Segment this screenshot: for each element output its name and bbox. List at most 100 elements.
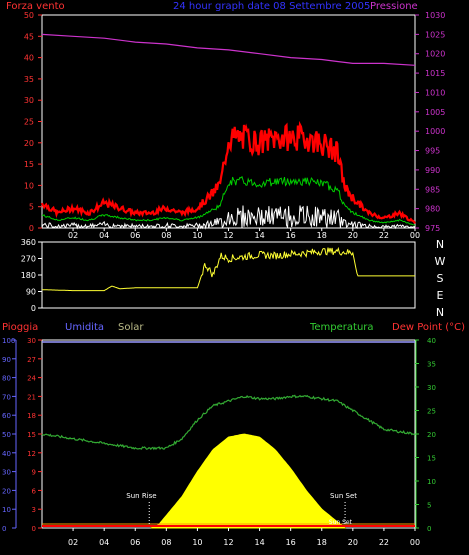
pressure-ytick-label: 1000 [425,127,445,136]
pressure-ytick-label: 1015 [425,69,445,78]
wind-pressure-panel: 0510152025303540455097598098599099510001… [24,11,446,233]
x-tick-label: 22 [379,538,389,547]
compass-label: N [436,238,444,251]
wind-ytick-label: 0 [29,224,34,233]
humidity-ytick-label: 60 [2,412,11,420]
legend-temperature: Temperatura [309,322,374,333]
x-tick-label: 12 [223,231,233,240]
temperature-ytick-label: 25 [427,408,436,416]
humidity-ytick-label: 90 [2,356,11,364]
humidity-ytick-label: 50 [2,431,11,439]
x-tick-label: 08 [161,538,171,547]
wind-ytick-label: 40 [24,54,34,63]
wind-ytick-label: 15 [24,160,34,169]
wind-ytick-label: 25 [24,118,34,127]
x-tick-label: 02 [68,231,78,240]
humidity-ytick-label: 0 [2,525,6,533]
temperature-ytick-label: 5 [427,502,431,510]
wind-direction-line [42,246,415,292]
humidity-ytick-label: 80 [2,375,11,383]
temperature-ytick-label: 40 [427,337,436,345]
x-tick-label: 14 [254,231,264,240]
humidity-ytick-label: 20 [2,487,11,495]
solar-ytick-label: 9 [32,469,36,477]
x-axis-labels: 02 04 06 08 10 12 14 16 18 20 22 00 02 04 06 08 10 12 14 16… [68,228,420,547]
humidity-ytick-label: 100 [2,337,15,345]
direction-panel-frame [41,241,416,309]
solar-ytick-label: 24 [27,375,36,383]
wind-ytick-label: 5 [29,203,34,212]
wind-ytick-label: 50 [24,11,34,20]
x-tick-label: 08 [161,231,171,240]
wind-average-line [41,175,416,226]
wind-panel-frame [41,14,416,229]
pressure-ytick-label: 985 [425,185,440,194]
pressure-ytick-label: 995 [425,147,440,156]
temperature-ytick-label: 30 [427,384,436,392]
x-tick-label: 16 [286,231,296,240]
x-tick-label: 14 [254,538,264,547]
temperature-ytick-label: 0 [427,525,431,533]
solar-ytick-label: 6 [32,487,37,495]
x-tick-label: 06 [130,538,140,547]
solar-ytick-label: 0 [32,525,36,533]
direction-ytick-label: 270 [21,255,36,264]
humidity-ytick-label: 10 [2,506,11,514]
solar-radiation-area [150,433,347,529]
wind-ytick-label: 20 [24,139,34,148]
solar-ytick-label: 21 [27,393,36,401]
legend-dewpoint: Dew Point (°C) [392,322,465,333]
legend-solar: Solar [118,322,144,333]
wind-ytick-label: 10 [24,181,34,190]
x-tick-label: 18 [317,538,327,547]
wind-speed-title: Forza vento [6,1,65,12]
pressure-ytick-label: 990 [425,166,440,175]
solar-ytick-label: 18 [27,412,36,420]
pressure-ytick-label: 980 [425,205,440,214]
x-tick-label: 16 [286,538,296,547]
x-tick-label: 18 [317,231,327,240]
x-tick-label: 22 [379,231,389,240]
wind-min-line [41,205,416,230]
humidity-ytick-label: 70 [2,393,11,401]
solar-ytick-label: 12 [27,450,36,458]
pressure-line [41,33,416,66]
direction-ytick-label: 90 [26,288,36,297]
temperature-line [41,394,416,451]
humidity-ytick-label: 40 [2,450,11,458]
pressure-ytick-label: 975 [425,224,440,233]
compass-label: E [437,289,444,302]
solar-ytick-label: 15 [27,431,36,439]
x-tick-label: 04 [99,231,109,240]
compass-label: N [436,306,444,319]
temperature-ytick-label: 15 [427,455,436,463]
pressure-ytick-label: 1030 [425,11,445,20]
x-tick-label: 12 [223,538,233,547]
direction-ytick-label: 0 [31,304,36,313]
compass-label: W [435,255,446,268]
x-tick-label: 20 [348,538,358,547]
x-tick-label: 02 [68,538,78,547]
pressure-ytick-label: 1010 [425,88,445,97]
temperature-ytick-label: 10 [427,478,436,486]
direction-ytick-label: 360 [21,238,36,247]
legend-humidity: Umidita [65,322,104,333]
temperature-ytick-label: 20 [427,431,436,439]
x-tick-label: 04 [99,538,109,547]
temperature-ytick-label: 35 [427,361,436,369]
compass-label: S [437,272,444,285]
chart-date-title: 24 hour graph date 08 Settembre 2005 [173,1,370,12]
pressure-ytick-label: 1020 [425,50,445,59]
wind-ytick-label: 35 [24,75,34,84]
wind-gust-line [40,120,416,225]
solar-ytick-label: 27 [27,356,36,364]
pressure-ytick-label: 1005 [425,108,445,117]
pressure-title: Pressione [370,1,418,12]
x-tick-label: 10 [192,231,202,240]
solar-ytick-label: 3 [32,506,36,514]
temperature-humidity-solar-panel: 0102030405060708090100036912151821242730… [2,337,436,533]
sunrise-label: Sun Rise [126,492,156,500]
humidity-ytick-label: 30 [2,469,11,477]
